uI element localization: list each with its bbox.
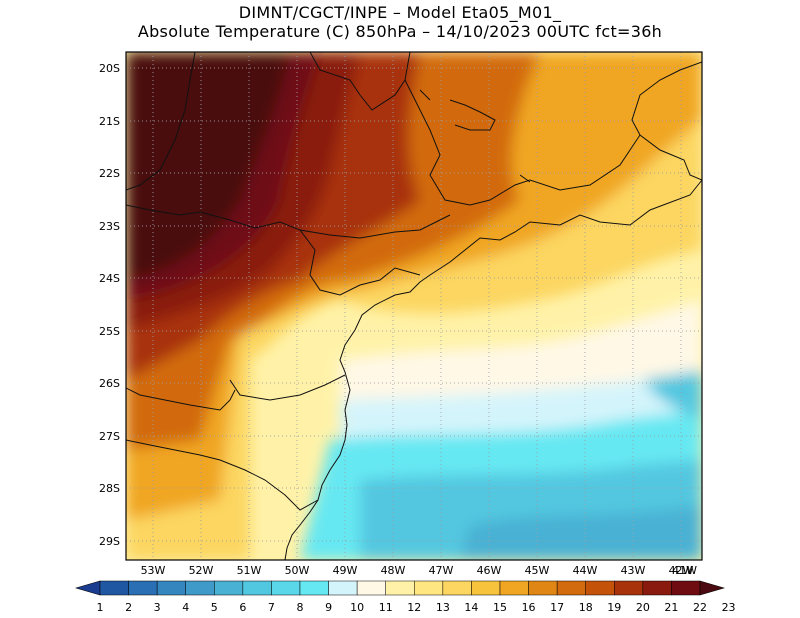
colorbar-label: 2 xyxy=(125,601,132,614)
lon-label-47w: 47W xyxy=(429,564,454,577)
colorbar-label: 3 xyxy=(154,601,161,614)
lon-label-41w: 41W xyxy=(672,564,697,577)
colorbar-swatch xyxy=(328,580,358,596)
colorbar-label: 16 xyxy=(522,601,536,614)
lat-label-27s: 27S xyxy=(99,430,120,443)
lat-label-24s: 24S xyxy=(99,272,120,285)
colorbar-label: 14 xyxy=(464,601,478,614)
latitude-labels: 20S 21S 22S 23S 24S 25S 26S 27S 28S 29S xyxy=(99,62,120,548)
colorbar-label: 20 xyxy=(636,601,650,614)
colorbar-swatch xyxy=(528,580,558,596)
colorbar-arrow-right xyxy=(699,580,726,596)
colorbar-swatch xyxy=(499,580,529,596)
colorbar-label: 7 xyxy=(268,601,275,614)
colorbar-swatch xyxy=(214,580,244,596)
lakes-north xyxy=(419,89,531,183)
colorbar-label: 5 xyxy=(211,601,218,614)
lon-label-50w: 50W xyxy=(285,564,310,577)
lat-label-20s: 20S xyxy=(99,62,120,75)
colorbar-label: 15 xyxy=(493,601,507,614)
colorbar-swatch xyxy=(471,580,501,596)
lon-label-49w: 49W xyxy=(333,564,358,577)
colorbar-swatches xyxy=(99,580,701,596)
graticule xyxy=(126,52,702,560)
longitude-labels: 53W 52W 51W 50W 49W 48W 47W 46W 45W 44W … xyxy=(141,564,698,577)
colorbar-label: 18 xyxy=(579,601,593,614)
colorbar-label: 19 xyxy=(607,601,621,614)
lat-label-26s: 26S xyxy=(99,377,120,390)
colorbar-swatch xyxy=(128,580,158,596)
lat-label-28s: 28S xyxy=(99,482,120,495)
colorbar-label: 6 xyxy=(239,601,246,614)
lat-label-23s: 23S xyxy=(99,220,120,233)
colorbar-labels: 1 2 3 4 5 6 7 8 9 10 11 12 13 14 15 16 17 18 19 20 21 22 23 xyxy=(97,601,736,614)
lon-label-51w: 51W xyxy=(237,564,262,577)
lon-label-43w: 43W xyxy=(621,564,646,577)
lon-label-46w: 46W xyxy=(477,564,502,577)
lon-label-52w: 52W xyxy=(189,564,214,577)
colorbar-swatch xyxy=(414,580,444,596)
colorbar-swatch xyxy=(671,580,701,596)
colorbar-label: 4 xyxy=(182,601,189,614)
colorbar-swatch xyxy=(271,580,301,596)
colorbar-label: 13 xyxy=(436,601,450,614)
colorbar-label: 21 xyxy=(664,601,678,614)
map-title-line2: Absolute Temperature (C) 850hPa – 14/10/… xyxy=(137,22,663,41)
colorbar-label: 23 xyxy=(722,601,736,614)
colorbar-swatch xyxy=(585,580,615,596)
colorbar-swatch xyxy=(614,580,644,596)
lon-label-44w: 44W xyxy=(573,564,598,577)
colorbar-label: 12 xyxy=(407,601,421,614)
field-band-cream xyxy=(340,300,702,400)
colorbar-label: 11 xyxy=(379,601,393,614)
colorbar-arrow-left xyxy=(74,580,101,596)
colorbar-swatch xyxy=(356,580,386,596)
boundaries xyxy=(126,52,702,560)
colorbar-swatch xyxy=(556,580,586,596)
lon-label-42w: 42W xyxy=(669,564,694,577)
colorbar-swatch xyxy=(156,580,186,596)
state-border-south xyxy=(126,374,346,511)
coastline xyxy=(284,61,702,560)
colorbar-swatch xyxy=(385,580,415,596)
colorbar-swatch xyxy=(642,580,672,596)
colorbar-label: 8 xyxy=(297,601,304,614)
lat-label-21s: 21S xyxy=(99,115,120,128)
colorbar-label: 17 xyxy=(550,601,564,614)
colorbar-swatch xyxy=(242,580,272,596)
lon-label-53w: 53W xyxy=(141,564,166,577)
colorbar-label: 10 xyxy=(350,601,364,614)
lat-label-29s: 29S xyxy=(99,535,120,548)
state-border-center xyxy=(126,204,451,296)
lat-label-25s: 25S xyxy=(99,325,120,338)
west-border xyxy=(126,52,196,191)
colorbar-swatch xyxy=(99,580,129,596)
field-band-mid-blue xyxy=(460,505,702,560)
state-border-north xyxy=(309,52,641,206)
colorbar-label: 9 xyxy=(325,601,332,614)
temperature-field xyxy=(126,52,702,560)
colorbar-swatch xyxy=(185,580,215,596)
plot-frame xyxy=(125,51,703,561)
colorbar-swatch xyxy=(442,580,472,596)
lat-label-22s: 22S xyxy=(99,167,120,180)
colorbar-label: 22 xyxy=(693,601,707,614)
colorbar: 1 2 3 4 5 6 7 8 9 10 11 12 13 14 15 16 17 18 19 20 21 22 23 xyxy=(74,580,736,614)
colorbar-swatch xyxy=(299,580,329,596)
map-title-line1: DIMNT/CGCT/INPE – Model Eta05_M01_ xyxy=(238,3,562,22)
lon-label-48w: 48W xyxy=(381,564,406,577)
lon-label-45w: 45W xyxy=(525,564,550,577)
colorbar-label: 1 xyxy=(97,601,104,614)
